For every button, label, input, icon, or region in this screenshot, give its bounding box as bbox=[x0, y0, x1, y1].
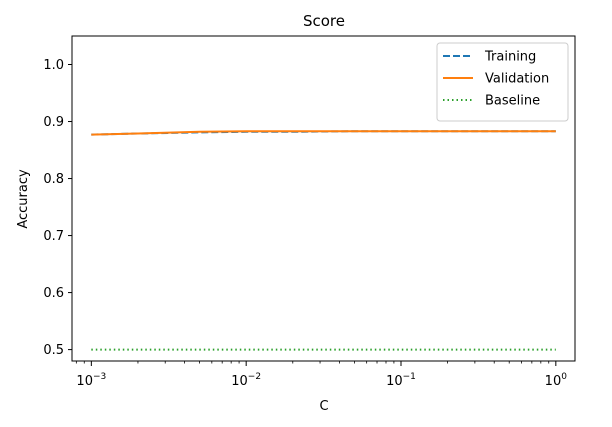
legend-label-training: Training bbox=[484, 50, 536, 65]
x-tick-label: 100 bbox=[545, 372, 568, 389]
y-tick-label: 0.5 bbox=[43, 343, 64, 358]
y-tick-label: 0.6 bbox=[43, 286, 64, 301]
legend-label-validation: Validation bbox=[485, 72, 549, 87]
y-tick-label: 0.8 bbox=[43, 172, 64, 187]
x-tick-label: 10−1 bbox=[386, 372, 416, 389]
plot-area bbox=[71, 35, 576, 362]
legend-box bbox=[436, 42, 569, 122]
y-tick-label: 1.0 bbox=[43, 58, 64, 73]
legend-label-baseline: Baseline bbox=[485, 94, 540, 109]
y-tick-label: 0.7 bbox=[43, 229, 64, 244]
y-axis-label: Accuracy bbox=[16, 169, 31, 229]
series-line-validation bbox=[91, 130, 556, 136]
y-tick-label: 0.9 bbox=[43, 115, 64, 130]
x-tick-label: 10−2 bbox=[231, 372, 261, 389]
x-axis-label: C bbox=[319, 399, 328, 414]
chart-title: Score bbox=[303, 12, 345, 30]
x-tick-label: 10−3 bbox=[76, 372, 106, 389]
legend: Training Validation Baseline bbox=[436, 42, 569, 122]
